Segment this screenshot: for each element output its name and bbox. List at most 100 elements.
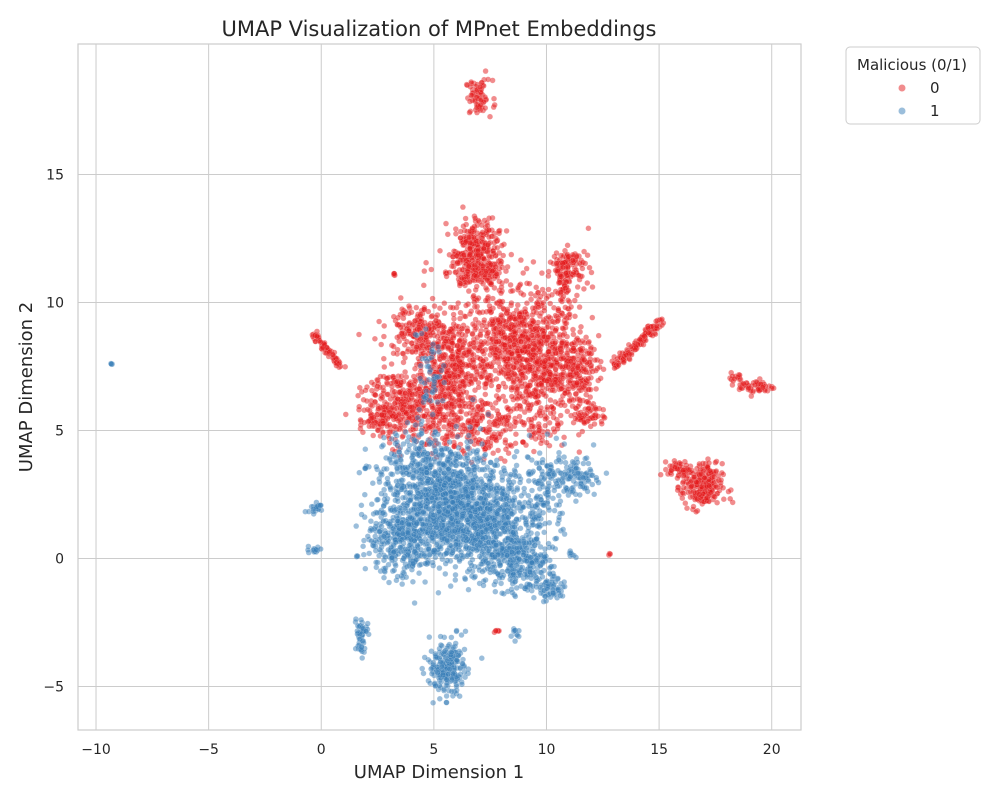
scatter-point-series-1 — [368, 501, 375, 508]
scatter-point-series-0 — [392, 413, 399, 420]
scatter-point-series-0 — [486, 302, 493, 309]
scatter-point-series-0 — [469, 257, 476, 264]
scatter-point-series-0 — [713, 468, 720, 475]
scatter-point-series-0 — [568, 303, 575, 310]
scatter-point-series-0 — [587, 394, 594, 401]
scatter-point-series-0 — [502, 437, 509, 444]
scatter-point-series-0 — [467, 98, 474, 105]
scatter-point-series-0 — [412, 348, 419, 355]
scatter-point-series-0 — [554, 318, 561, 325]
scatter-point-series-0 — [378, 341, 385, 348]
scatter-point-series-0 — [429, 295, 436, 302]
scatter-point-series-0 — [409, 391, 416, 398]
scatter-point-series-0 — [476, 362, 483, 369]
scatter-point-series-0 — [698, 483, 705, 490]
scatter-point-series-0 — [457, 228, 464, 235]
scatter-point-series-1 — [361, 491, 368, 498]
scatter-point-series-0 — [470, 321, 477, 328]
scatter-point-series-0 — [561, 313, 568, 320]
scatter-point-series-0 — [607, 551, 614, 558]
scatter-point-series-0 — [463, 411, 470, 418]
scatter-point-series-0 — [367, 402, 374, 409]
scatter-point-series-0 — [759, 384, 766, 391]
scatter-point-series-0 — [441, 423, 448, 430]
scatter-point-series-0 — [443, 273, 450, 280]
scatter-point-series-0 — [523, 388, 530, 395]
scatter-point-series-0 — [740, 380, 747, 387]
scatter-point-series-1 — [453, 510, 460, 517]
scatter-point-series-0 — [586, 264, 593, 271]
scatter-point-series-0 — [509, 287, 516, 294]
scatter-point-series-0 — [470, 339, 477, 346]
scatter-point-series-0 — [479, 262, 486, 269]
scatter-point-series-0 — [542, 416, 549, 423]
scatter-point-series-0 — [494, 415, 501, 422]
scatter-point-series-0 — [598, 420, 605, 427]
scatter-point-series-0 — [472, 215, 479, 222]
scatter-point-series-0 — [482, 297, 489, 304]
scatter-point-series-0 — [446, 269, 453, 276]
scatter-point-series-0 — [483, 285, 490, 292]
scatter-point-series-0 — [551, 428, 558, 435]
scatter-point-series-1 — [465, 586, 472, 593]
scatter-point-series-0 — [458, 369, 465, 376]
scatter-point-series-0 — [474, 354, 481, 361]
scatter-point-series-0 — [420, 282, 427, 289]
scatter-point-series-0 — [714, 499, 721, 506]
scatter-point-series-0 — [573, 292, 580, 299]
scatter-point-series-0 — [679, 479, 686, 486]
scatter-point-series-0 — [441, 310, 448, 317]
scatter-point-series-0 — [731, 375, 738, 382]
scatter-point-series-0 — [519, 319, 526, 326]
scatter-point-series-0 — [745, 385, 752, 392]
scatter-point-series-0 — [487, 351, 494, 358]
scatter-point-series-0 — [484, 330, 491, 337]
scatter-point-series-0 — [421, 268, 428, 275]
scatter-point-series-0 — [479, 348, 486, 355]
scatter-point-series-0 — [416, 385, 423, 392]
scatter-point-series-0 — [547, 410, 554, 417]
scatter-point-series-0 — [313, 333, 320, 340]
scatter-point-series-0 — [457, 234, 464, 241]
scatter-point-series-0 — [557, 402, 564, 409]
scatter-point-series-0 — [436, 418, 443, 425]
scatter-point-series-0 — [442, 414, 449, 421]
scatter-point-series-0 — [559, 260, 566, 267]
scatter-point-series-0 — [525, 402, 532, 409]
scatter-point-series-0 — [398, 379, 405, 386]
scatter-point-series-0 — [575, 272, 582, 279]
scatter-point-series-0 — [525, 382, 532, 389]
scatter-point-series-0 — [557, 297, 564, 304]
scatter-point-series-0 — [486, 215, 493, 222]
scatter-points — [107, 68, 777, 706]
scatter-point-series-0 — [555, 305, 562, 312]
scatter-point-series-0 — [696, 491, 703, 498]
scatter-point-series-0 — [553, 249, 560, 256]
scatter-point-series-0 — [521, 328, 528, 335]
scatter-point-series-1 — [448, 515, 455, 522]
scatter-point-series-0 — [547, 300, 554, 307]
scatter-point-series-0 — [498, 284, 505, 291]
scatter-point-series-1 — [442, 570, 449, 577]
scatter-point-series-0 — [521, 343, 528, 350]
scatter-point-series-0 — [459, 204, 466, 211]
scatter-point-series-0 — [342, 411, 349, 418]
scatter-point-series-0 — [495, 329, 502, 336]
scatter-point-series-0 — [383, 379, 390, 386]
scatter-point-series-0 — [455, 323, 462, 330]
scatter-point-series-0 — [520, 270, 527, 277]
scatter-point-series-0 — [460, 223, 467, 230]
scatter-point-series-0 — [405, 327, 412, 334]
scatter-point-series-0 — [562, 304, 569, 311]
scatter-point-series-0 — [589, 314, 596, 321]
scatter-point-series-0 — [466, 109, 473, 116]
scatter-point-series-0 — [486, 234, 493, 241]
scatter-point-series-0 — [475, 384, 482, 391]
scatter-point-series-0 — [690, 503, 697, 510]
scatter-point-series-0 — [468, 78, 475, 85]
scatter-point-series-0 — [486, 307, 493, 314]
scatter-point-series-0 — [557, 412, 564, 419]
scatter-point-series-0 — [496, 298, 503, 305]
scatter-point-series-0 — [600, 406, 607, 413]
scatter-point-series-0 — [446, 422, 453, 429]
